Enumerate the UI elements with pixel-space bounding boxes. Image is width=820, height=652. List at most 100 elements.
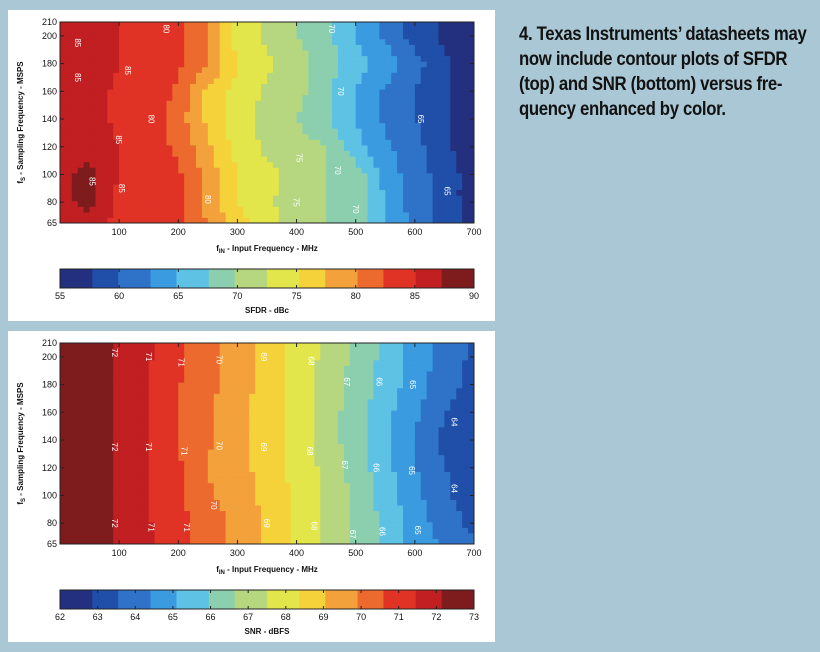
sfdr-contour-cell [113,61,120,68]
sfdr-contour-cell [308,49,315,57]
snr-contour-cell [397,410,404,417]
sfdr-contour-cell [243,122,250,129]
snr-contour-cell [119,348,126,355]
snr-contour-cell [213,393,221,400]
snr-contour-cell [119,460,126,467]
sfdr-contour-cell [314,128,321,135]
snr-contour-cell [101,426,108,433]
snr-contour-cell [385,516,392,523]
snr-contour-cell [225,370,233,378]
snr-contour-cell [337,471,345,478]
snr-contour-cell [278,516,286,523]
sfdr-contour-cell [77,206,85,213]
snr-contour-cell [326,538,333,544]
snr-contour-cell [65,504,73,512]
sfdr-contour-cell [166,156,173,163]
snr-contour-cell [296,387,304,394]
sfdr-contour-cell [261,128,268,135]
snr-contour-cell [71,376,79,383]
snr-contour-cell [355,398,363,406]
sfdr-contour-cell [438,144,446,152]
sfdr-contour-cell [125,77,132,85]
sfdr-contour-cell [60,38,67,45]
snr-contour-cell [261,516,268,523]
sfdr-contour-cell [462,100,469,107]
sfdr-contour-cell [65,33,73,40]
snr-contour-cell [148,465,156,473]
sfdr-contour-cell [314,66,321,73]
snr-contour-cell [89,443,97,450]
sfdr-contour-cell [71,44,79,51]
snr-contour-cell [71,454,79,461]
sfdr-contour-cell [332,66,339,73]
sfdr-contour-cell [432,217,440,223]
snr-contour-cell [249,504,256,512]
sfdr-contour-cell [326,116,333,124]
snr-contour-cell [314,354,321,361]
snr-contour-cell [397,404,404,411]
snr-contour-cell [160,527,168,534]
sfdr-contour-cell [237,122,244,129]
snr-contour-cell [343,370,351,378]
sfdr-contour-cell [379,49,386,57]
snr-contour-cell [237,376,244,383]
snr-contour-cell [320,532,327,540]
sfdr-contour-cell [284,139,292,146]
snr-contour-cell [219,499,227,506]
sfdr-contour-cell [207,33,215,40]
sfdr-contour-cell [166,139,173,146]
sfdr-contour-cell [142,77,150,85]
sfdr-contour-cell [172,77,179,85]
sfdr-contour-cell [83,161,91,168]
sfdr-contour-cell [373,183,380,191]
snr-contour-cell [373,437,380,445]
snr-contour-cell [119,398,126,406]
sfdr-contour-cell [373,217,380,223]
sfdr-contour-cell [272,33,280,40]
snr-contour-cell [367,365,375,372]
snr-contour-cell [225,527,233,534]
snr-contour-cell [320,499,327,506]
snr-contour-cell [207,348,215,355]
sfdr-contour-cell [201,183,209,191]
sfdr-contour-cell [361,44,369,51]
sfdr-contour-cell [119,94,126,101]
snr-contour-cell [249,471,256,478]
snr-contour-cell [219,410,227,417]
sfdr-contour-cell [160,178,168,185]
sfdr-contour-cell [71,94,79,101]
sfdr-contour-cell [237,33,244,40]
snr-contour-cell [231,504,239,512]
snr-contour-cell [107,393,114,400]
sfdr-contour-cell [272,49,280,57]
snr-contour-cell [95,443,102,450]
snr-contour-cell [403,538,410,544]
sfdr-colorbar-swatch [454,269,462,288]
snr-contour-cell [320,376,327,383]
snr-contour-cell [320,365,327,372]
sfdr-contour-cell [160,206,168,213]
sfdr-contour-cell [113,77,120,85]
snr-contour-cell [302,354,309,361]
sfdr-contour-cell [119,139,126,146]
sfdr-colorbar-swatch [286,269,294,288]
sfdr-contour-cell [225,195,233,202]
snr-contour-cell [201,387,209,394]
sfdr-contour-cell [267,217,274,223]
snr-contour-cell [130,471,138,478]
sfdr-contour-cell [355,38,363,45]
snr-contour-cell [160,404,168,411]
snr-contour-cell [332,527,339,534]
snr-contour-cell [190,404,197,411]
sfdr-contour-cell [65,211,73,219]
snr-contour-cell [367,410,375,417]
snr-contour-cell [426,477,434,484]
sfdr-contour-cell [397,33,404,40]
snr-contour-cell [219,527,227,534]
sfdr-contour-cell [355,161,363,168]
snr-contour-cell [385,404,392,411]
sfdr-contour-cell [420,217,428,223]
sfdr-contour-cell [343,217,351,223]
snr-contour-cell [207,471,215,478]
snr-contour-cell [426,538,434,544]
